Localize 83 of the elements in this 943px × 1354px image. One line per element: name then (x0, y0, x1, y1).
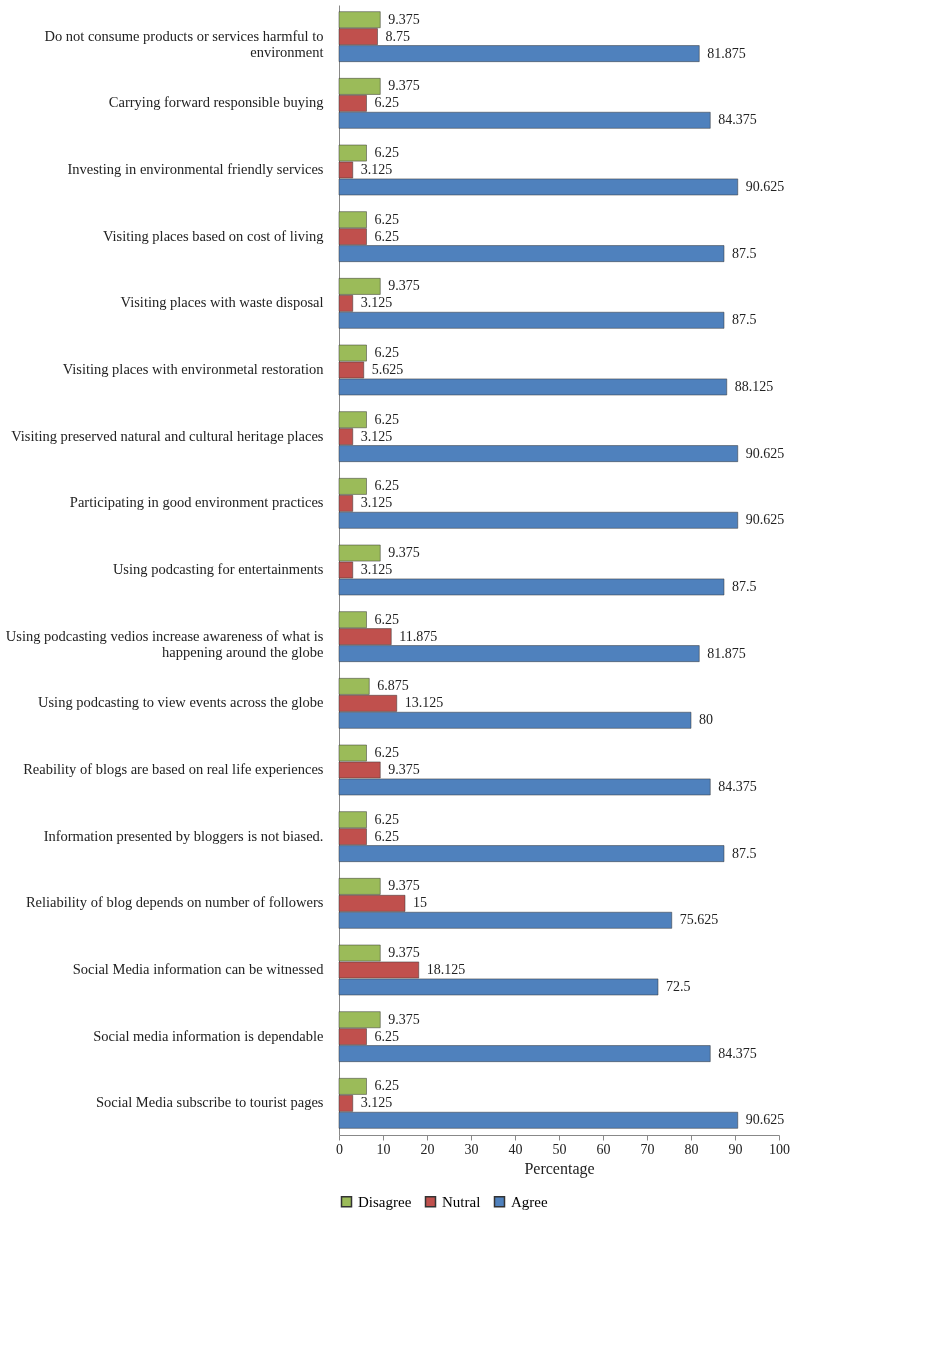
y-tick-label: Social Media information can be witnessed (72, 961, 325, 977)
y-tick-label: Do not consume products or services harmful to environment (44, 27, 324, 61)
data-label: 87.5 (732, 245, 757, 261)
x-tick-label: 50 (552, 1141, 567, 1157)
x-tick-label: 80 (684, 1141, 699, 1157)
data-label: 13.125 (404, 695, 444, 711)
x-tick-label: 90 (728, 1141, 743, 1157)
data-label: 6.25 (374, 95, 399, 111)
data-label: 9.375 (388, 1011, 420, 1027)
data-label: 3.125 (360, 295, 393, 311)
data-label: 75.625 (679, 912, 719, 928)
data-label: 72.5 (666, 978, 691, 994)
legend-label: Nutral (442, 1193, 481, 1210)
data-label: 80 (699, 712, 713, 728)
x-tick-label: 60 (596, 1141, 611, 1157)
data-label: 8.75 (385, 28, 410, 44)
data-label: 3.125 (360, 562, 393, 577)
data-label: 90.625 (745, 445, 785, 461)
y-tick-label: Carrying forward responsible buying (108, 94, 324, 111)
data-label: 84.375 (718, 112, 757, 128)
data-label: 9.375 (388, 762, 420, 777)
legend-label: Agree (511, 1193, 548, 1210)
data-label: 15 (413, 895, 427, 911)
data-label: 5.625 (371, 362, 404, 377)
y-tick-label: Using podcasting for entertainments (112, 561, 324, 577)
y-tick-label: Visiting places with waste disposal (120, 294, 324, 311)
data-label: 87.5 (732, 312, 757, 328)
y-tick-label: Visiting places based on cost of living (102, 227, 324, 244)
data-label: 84.375 (718, 1045, 757, 1061)
y-tick-label: Information presented by bloggers is not biased. (43, 827, 324, 844)
x-tick-label: 0 (336, 1141, 343, 1157)
data-label: 6.25 (374, 828, 399, 844)
x-tick-label: 20 (420, 1141, 435, 1157)
data-label: 90.625 (745, 1112, 785, 1128)
data-label: 81.875 (707, 645, 746, 661)
data-label: 87.5 (732, 845, 757, 861)
x-tick-label: 100 (769, 1141, 790, 1157)
data-label: 3.125 (360, 495, 393, 511)
data-label: 11.875 (399, 628, 438, 644)
y-tick-label: Visiting preserved natural and cultural heritage places (11, 427, 324, 444)
data-label: 9.375 (388, 545, 420, 561)
data-label: 90.625 (745, 178, 785, 194)
y-tick-label: Investing in environmental friendly services (67, 161, 324, 177)
data-label: 6.25 (374, 345, 399, 361)
data-label: 6.25 (374, 411, 399, 427)
data-label: 84.375 (718, 778, 757, 794)
y-tick-label: Social Media subscribe to tourist pages (95, 1094, 324, 1111)
y-tick-label: Visiting places with environmetal restoration (62, 361, 325, 377)
data-label: 6.25 (374, 228, 399, 244)
data-label: 6.25 (374, 611, 399, 627)
x-tick-label: 70 (640, 1141, 655, 1157)
y-tick-label: Social media information is dependable (93, 1027, 324, 1044)
data-label: 6.25 (374, 145, 399, 161)
data-label: 6.25 (374, 745, 399, 761)
data-label: 9.375 (388, 11, 420, 27)
y-tick-label: Using podcasting vedios increase awareness of what is happening around the globe (5, 627, 324, 661)
x-axis-title: Percentage (524, 1159, 595, 1178)
data-label: 6.25 (374, 1028, 399, 1044)
data-label: 3.125 (360, 162, 393, 177)
x-tick-label: 40 (508, 1141, 523, 1157)
x-tick-label: 30 (464, 1141, 479, 1157)
data-label: 9.375 (388, 78, 420, 94)
data-label: 3.125 (360, 1095, 393, 1111)
y-tick-label: Participating in good environment practices (69, 494, 324, 511)
y-tick-label: Reliability of blog depends on number of followers (25, 894, 324, 911)
data-label: 9.375 (388, 878, 420, 894)
data-label: 6.25 (374, 811, 399, 827)
legend-label: Disagree (358, 1193, 412, 1210)
data-label: 88.125 (734, 378, 774, 394)
data-label: 6.25 (374, 478, 399, 494)
data-label: 9.375 (388, 945, 420, 961)
data-label: 9.375 (388, 278, 420, 294)
data-label: 6.25 (374, 1078, 399, 1094)
data-label: 6.875 (377, 678, 409, 694)
data-label: 90.625 (745, 512, 785, 528)
data-label: 81.875 (707, 45, 746, 61)
y-tick-label: Reability of blogs are based on real life experiences (23, 761, 324, 777)
y-tick-label: Using podcasting to view events across the globe (37, 694, 324, 711)
data-label: 6.25 (374, 211, 399, 227)
data-label: 18.125 (426, 962, 466, 977)
data-label: 87.5 (732, 578, 757, 594)
data-label: 3.125 (360, 428, 393, 444)
x-tick-label: 10 (376, 1141, 391, 1157)
